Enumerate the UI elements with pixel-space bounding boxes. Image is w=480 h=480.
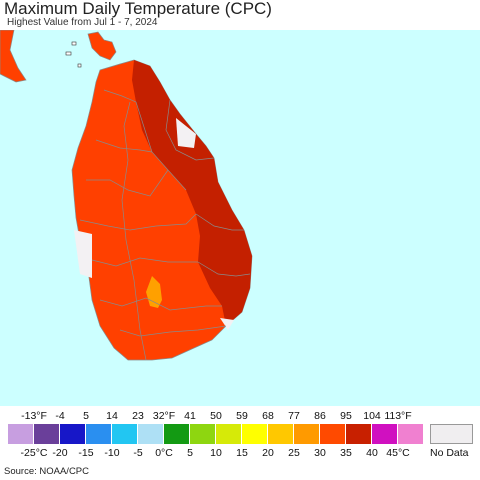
color-legend (8, 424, 424, 444)
celsius-tick-label: 30 (314, 447, 326, 459)
fahrenheit-tick-label: -13°F (21, 410, 47, 422)
small-islands (65, 41, 82, 68)
celsius-tick-label: 45°C (386, 447, 410, 459)
legend-swatch (294, 424, 320, 444)
fahrenheit-tick-label: 50 (210, 410, 222, 422)
legend-swatch (216, 424, 242, 444)
celsius-tick-label: -20 (52, 447, 68, 459)
celsius-tick-label: -25°C (20, 447, 48, 459)
celsius-tick-label: 15 (236, 447, 248, 459)
celsius-tick-label: -5 (133, 447, 143, 459)
no-data-label: No Data (430, 447, 469, 459)
fahrenheit-tick-label: 86 (314, 410, 326, 422)
fahrenheit-tick-label: 32°F (152, 410, 176, 422)
fahrenheit-tick-label: 113°F (384, 410, 412, 422)
east-hot-region (132, 60, 252, 326)
legend-swatch (34, 424, 60, 444)
legend-swatch (346, 424, 372, 444)
fahrenheit-tick-label: 14 (106, 410, 118, 422)
source-label: Source: NOAA/CPC (4, 466, 89, 477)
legend-swatch (138, 424, 164, 444)
no-data-patch-south (220, 318, 234, 330)
legend-swatch (372, 424, 398, 444)
legend-swatch (8, 424, 34, 444)
celsius-tick-label: 35 (340, 447, 352, 459)
temperature-map (0, 30, 480, 406)
legend-swatch (190, 424, 216, 444)
legend-swatch (60, 424, 86, 444)
celsius-tick-label: 40 (366, 447, 378, 459)
legend-swatch (86, 424, 112, 444)
fahrenheit-tick-label: 95 (340, 410, 352, 422)
celsius-tick-label: 0°C (155, 447, 173, 459)
celsius-tick-label: 5 (187, 447, 193, 459)
celsius-tick-label: 25 (288, 447, 300, 459)
fahrenheit-tick-label: 23 (132, 410, 144, 422)
india-coast-region (0, 30, 27, 83)
fahrenheit-tick-label: 59 (236, 410, 248, 422)
fahrenheit-scale: -13°F -4 5 14 23 32°F 41 50 59 68 77 86 95 104 113°F (0, 410, 480, 424)
no-data-swatch (430, 424, 473, 444)
fahrenheit-tick-label: 68 (262, 410, 274, 422)
celsius-tick-label: 10 (210, 447, 222, 459)
celsius-tick-label: -15 (78, 447, 94, 459)
legend-swatch (112, 424, 138, 444)
fahrenheit-tick-label: -4 (55, 410, 65, 422)
celsius-tick-label: 20 (262, 447, 274, 459)
fahrenheit-tick-label: 5 (83, 410, 89, 422)
fahrenheit-tick-label: 41 (184, 410, 196, 422)
admin-boundaries (79, 89, 251, 361)
legend-swatch (398, 424, 424, 444)
legend-swatch (242, 424, 268, 444)
no-data-patch-east (176, 118, 196, 148)
no-data-patch-west (74, 230, 92, 278)
map-title: Maximum Daily Temperature (CPC) (4, 0, 272, 18)
fahrenheit-tick-label: 77 (288, 410, 300, 422)
legend-swatch (268, 424, 294, 444)
sea-background (0, 30, 480, 406)
celsius-scale: -25°C -20 -15 -10 -5 0°C 5 10 15 20 25 30 35 40 45°C (0, 447, 480, 461)
map-subtitle: Highest Value from Jul 1 - 7, 2024 (7, 17, 158, 28)
legend-swatch (164, 424, 190, 444)
jaffna-peninsula-region (87, 31, 117, 61)
fahrenheit-tick-label: 104 (363, 410, 381, 422)
legend-swatch (320, 424, 346, 444)
celsius-tick-label: -10 (104, 447, 120, 459)
